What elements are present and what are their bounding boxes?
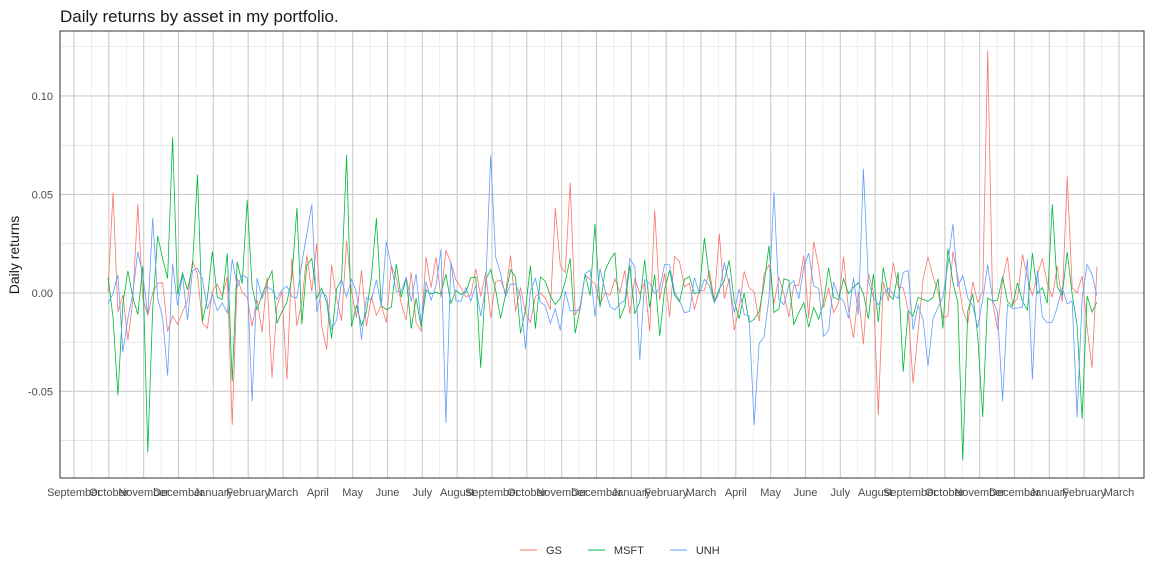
- x-tick-label: February: [226, 487, 271, 499]
- x-tick-label: April: [307, 487, 329, 499]
- x-tick-label: January: [1030, 487, 1070, 499]
- y-tick-label: 0.00: [32, 288, 53, 300]
- x-tick-label: June: [794, 487, 818, 499]
- chart-title: Daily returns by asset in my portfolio.: [60, 7, 339, 26]
- y-tick-label: 0.05: [32, 189, 53, 201]
- x-tick-label: March: [1104, 487, 1135, 499]
- series-line-msft: [107, 137, 1098, 461]
- x-tick-label: May: [342, 487, 363, 499]
- x-tick-label: February: [644, 487, 689, 499]
- x-tick-label: January: [612, 487, 652, 499]
- x-tick-label: September: [47, 487, 101, 499]
- series-line-unh: [107, 155, 1098, 425]
- x-tick-label: September: [465, 487, 519, 499]
- x-tick-label: May: [760, 487, 781, 499]
- legend: GS MSFT UNH: [520, 545, 720, 557]
- y-tick-label: -0.05: [28, 386, 53, 398]
- x-tick-label: June: [376, 487, 400, 499]
- series-line-gs: [107, 50, 1098, 425]
- series-lines: [107, 50, 1098, 461]
- x-tick-label: October: [89, 487, 128, 499]
- x-tick-label: October: [507, 487, 546, 499]
- x-tick-label: August: [440, 487, 474, 499]
- x-tick-label: December: [571, 487, 622, 499]
- x-tick-label: December: [153, 487, 204, 499]
- x-tick-label: November: [536, 487, 587, 499]
- x-tick-label: April: [725, 487, 747, 499]
- x-tick-label: September: [883, 487, 937, 499]
- x-tick-label: December: [989, 487, 1040, 499]
- legend-label: MSFT: [614, 545, 644, 557]
- plot-panel-border: [59, 30, 1145, 479]
- gridlines: [60, 31, 1144, 478]
- x-tick-label: August: [858, 487, 892, 499]
- x-tick-label: November: [118, 487, 169, 499]
- y-tick-label: 0.10: [32, 91, 53, 103]
- legend-label: GS: [546, 545, 562, 557]
- x-tick-label: November: [954, 487, 1005, 499]
- x-tick-label: January: [194, 487, 234, 499]
- y-axis-ticks: -0.05 0.00 0.05 0.10: [28, 91, 53, 398]
- x-tick-label: February: [1062, 487, 1107, 499]
- y-axis-label: Daily returns: [6, 216, 22, 295]
- x-axis-ticks: SeptemberOctoberNovemberDecemberJanuaryF…: [47, 487, 1134, 499]
- x-tick-label: March: [268, 487, 299, 499]
- x-tick-label: October: [925, 487, 964, 499]
- x-tick-label: July: [831, 487, 851, 499]
- legend-label: UNH: [696, 545, 720, 557]
- x-tick-label: March: [686, 487, 717, 499]
- x-tick-label: July: [413, 487, 433, 499]
